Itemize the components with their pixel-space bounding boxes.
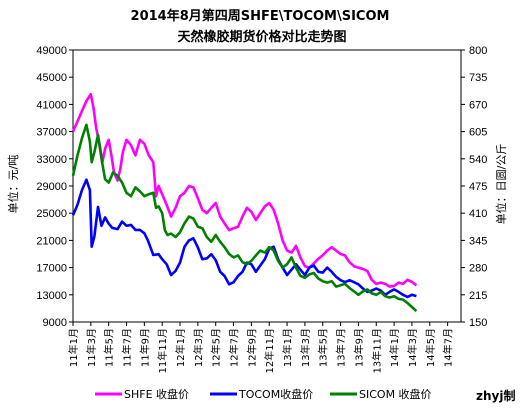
right-tick-label: 540 [469,154,487,166]
x-axis: 11年1月 11年3月 11年5月 11年7月 11年9月 11年11月 12年1月 12年3… [67,322,455,373]
right-tick-label: 215 [469,290,487,302]
right-tick-label: 605 [469,127,487,139]
legend-label: SICOM 收盘价 [359,387,432,401]
x-tick-label: 13年1月 [281,328,294,367]
x-tick-label: 12年7月 [228,328,241,367]
right-tick-label: 150 [469,317,487,329]
right-tick-label: 735 [469,72,487,84]
left-tick-label: 37000 [36,127,67,139]
left-tick-label: 41000 [36,99,67,111]
right-tick-label: 475 [469,181,487,193]
x-tick-label: 13年5月 [317,328,330,367]
x-tick-label: 11年11月 [156,328,169,373]
series-line-0 [71,92,418,288]
right-tick-label: 345 [469,235,487,247]
right-tick-label: 280 [469,263,487,275]
x-tick-label: 13年7月 [335,328,348,367]
left-tick-label: 45000 [36,72,67,84]
x-tick-label: 14年7月 [442,328,455,367]
x-tick-label: 12年9月 [245,328,258,367]
x-tick-label: 11年9月 [138,328,151,367]
x-tick-label: 11年5月 [103,328,116,367]
right-tick-label: 800 [469,45,487,57]
x-tick-label: 12年3月 [192,328,205,367]
x-tick-label: 11年1月 [67,328,80,367]
legend-label: TOCOM收盘价 [238,387,313,401]
left-tick-label: 13000 [36,290,67,302]
left-tick-label: 21000 [36,235,67,247]
x-tick-label: 11年7月 [121,328,134,367]
left-tick-label: 49000 [36,45,67,57]
x-tick-label: 13年3月 [299,328,312,367]
plot-border [72,49,462,323]
left-tick-label: 33000 [36,154,67,166]
right-y-axis: 800 735 670 605 540 475 410 345 280 215 150 [461,45,487,329]
right-y-axis-label: 单位：日圆/公斤 [494,144,508,225]
chart-title: 2014年8月第四周SHFE\TOCOM\SICOM [131,8,390,24]
left-y-axis: 49000 45000 41000 37000 33000 29000 25000 21000… [36,45,73,329]
left-y-axis-label: 单位：元/吨 [6,155,20,214]
x-tick-label: 14年1月 [388,328,401,367]
series-lines [71,92,418,313]
series-line-1 [71,178,417,299]
credit-text: zhyj制 [476,388,515,403]
x-tick-label: 13年9月 [352,328,365,367]
x-tick-label: 14年3月 [406,328,419,367]
series-line-2 [71,123,418,313]
chart-subtitle: 天然橡胶期货价格对比走势图 [177,29,346,45]
legend: SHFE 收盘价 TOCOM收盘价 SICOM 收盘价 [95,387,432,401]
x-tick-label: 12年11月 [263,328,276,373]
x-tick-label: 12年5月 [210,328,223,367]
x-tick-label: 14年5月 [424,328,437,367]
left-tick-label: 29000 [36,181,67,193]
right-tick-label: 410 [469,208,487,220]
legend-label: SHFE 收盘价 [124,387,189,401]
x-tick-label: 11年3月 [85,328,98,367]
right-tick-label: 670 [469,99,487,111]
left-tick-label: 17000 [36,263,67,275]
left-tick-label: 9000 [43,317,67,329]
x-tick-label: 13年11月 [370,328,383,373]
x-tick-label: 12年1月 [174,328,187,367]
plot-area [72,49,462,323]
left-tick-label: 25000 [36,208,67,220]
